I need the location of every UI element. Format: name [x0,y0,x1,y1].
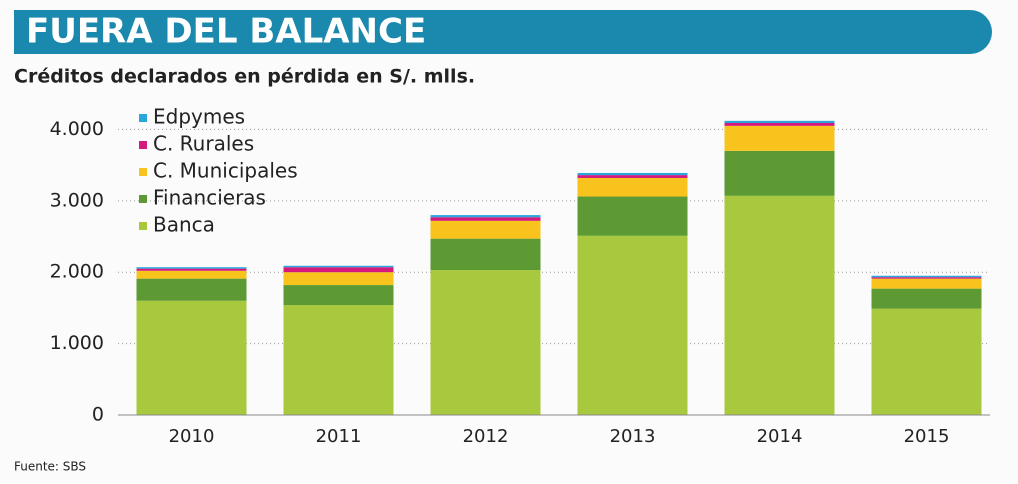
bar-segment [577,235,688,415]
bar-segment [871,278,982,289]
legend-label: Edpymes [153,105,245,129]
bar-segment [724,195,835,415]
bar-segment [283,272,394,286]
x-tick-label: 2014 [757,426,803,447]
x-tick-label: 2013 [610,426,656,447]
y-tick-label: 0 [92,404,104,426]
legend-label: Financieras [153,186,266,210]
x-tick-label: 2010 [169,426,215,447]
bar-segment [283,305,394,415]
bar-segment [577,177,688,197]
bar-segment [430,270,541,415]
bar-segment [724,150,835,196]
legend-label: Banca [153,213,215,237]
legend-label: C. Rurales [153,132,254,156]
bar-segment [430,238,541,271]
legend-swatch [139,195,147,203]
y-tick-label: 4.000 [50,118,104,140]
bar-segment [577,196,688,236]
legend-swatch [139,168,147,176]
bar-segment [577,175,688,178]
bar-segment [283,267,394,273]
x-tick-label: 2012 [463,426,509,447]
y-tick-label: 3.000 [50,189,104,211]
legend-swatch [139,222,147,230]
y-tick-label: 2.000 [50,261,104,283]
bar-segment [136,268,247,271]
bar-segment [724,125,835,151]
bar-segment [283,265,394,268]
bar-segment [871,288,982,309]
bar-segment [136,267,247,269]
bar-segment [724,120,835,123]
bar-segment [577,172,688,176]
bar-segment [430,220,541,239]
x-tick-label: 2015 [904,426,950,447]
bar-segment [430,215,541,218]
bar-segment [430,217,541,221]
chart-subtitle: Créditos declarados en pérdida en S/. ml… [14,66,475,88]
bar-segment [871,277,982,279]
bar-segment [871,275,982,278]
bar-segment [283,285,394,306]
bar-segment [136,270,247,279]
legend-swatch [139,114,147,122]
x-tick-label: 2011 [316,426,362,447]
y-tick-label: 1.000 [50,332,104,354]
bar-segment [136,300,247,415]
chart-title: FUERA DEL BALANCE [26,12,426,52]
legend-swatch [139,141,147,149]
bar-segment [724,122,835,126]
title-banner [14,10,992,54]
bar-segment [871,308,982,415]
legend-label: C. Municipales [153,159,298,183]
bar-segment [136,278,247,301]
source: Fuente: SBS [14,460,86,474]
